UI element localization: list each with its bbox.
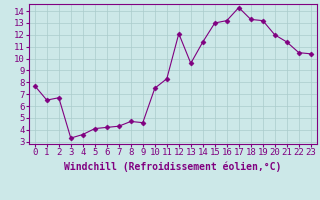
X-axis label: Windchill (Refroidissement éolien,°C): Windchill (Refroidissement éolien,°C) — [64, 161, 282, 172]
